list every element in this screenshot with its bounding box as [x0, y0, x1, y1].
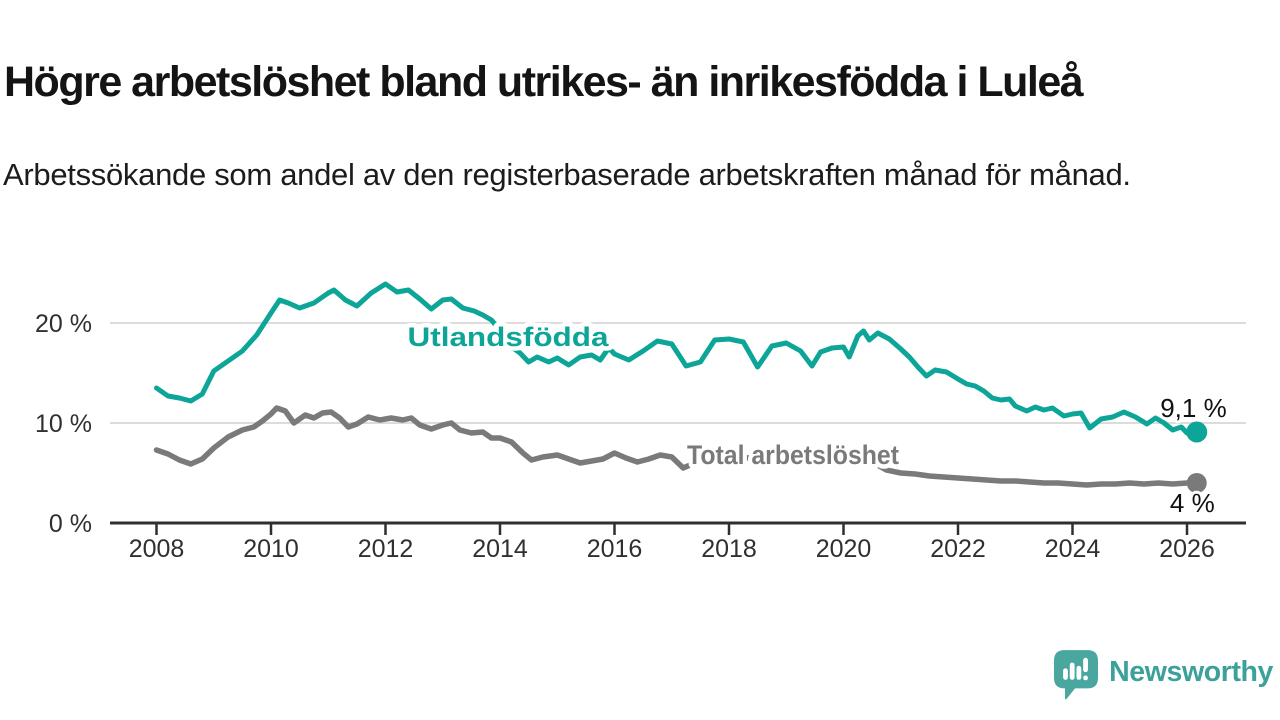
- total-arbetsloshet-end-dot: [1186, 473, 1207, 493]
- utlandsfodda-end-dot: [1186, 421, 1208, 443]
- x-tick-label: 2008: [129, 535, 185, 563]
- x-tick-label: 2018: [701, 535, 757, 563]
- utlandsfodda-end-value-label: 9,1 %: [1160, 393, 1227, 423]
- gridlines: 0 % 10 % 20 %: [35, 310, 1246, 538]
- page-title: Högre arbetslöshet bland utrikes- än inr…: [4, 57, 1084, 106]
- series-label-utlandsfodda: Utlandsfödda: [408, 322, 610, 352]
- x-tick-label: 2024: [1045, 535, 1101, 563]
- x-tick-label: 2010: [243, 535, 299, 563]
- y-tick-label: 20 %: [35, 310, 92, 338]
- utlandsfodda-line: [154, 281, 1200, 436]
- y-tick-label: 10 %: [35, 410, 92, 438]
- chart-lines: [153, 281, 1200, 488]
- series-label-total-arbetsloshet: Total arbetslöshet: [687, 440, 899, 470]
- x-tick-label: 2012: [358, 535, 414, 563]
- page-subtitle: Arbetssökande som andel av den registerb…: [3, 157, 1131, 192]
- newsworthy-wordmark: Newsworthy: [1109, 656, 1273, 688]
- x-tick-label: 2016: [587, 535, 643, 563]
- x-tick-label: 2014: [472, 535, 528, 563]
- total-arbetsloshet-line: [153, 405, 1200, 488]
- newsworthy-logo: Newsworthy: [1054, 650, 1273, 701]
- x-tick-label: 2020: [816, 535, 872, 563]
- y-tick-label: 0 %: [49, 510, 92, 538]
- x-axis: 2008 2010 2012 2014 2016 2018 2020 2022 2024 2026: [110, 521, 1246, 563]
- x-tick-label: 2022: [930, 535, 986, 563]
- x-tick-label: 2026: [1159, 535, 1215, 563]
- newsworthy-bubble-chart-icon: [1054, 650, 1099, 700]
- series-end-markers: 9,1 % 4 %: [1157, 390, 1230, 521]
- total-arbetsloshet-end-value-label: 4 %: [1170, 488, 1215, 518]
